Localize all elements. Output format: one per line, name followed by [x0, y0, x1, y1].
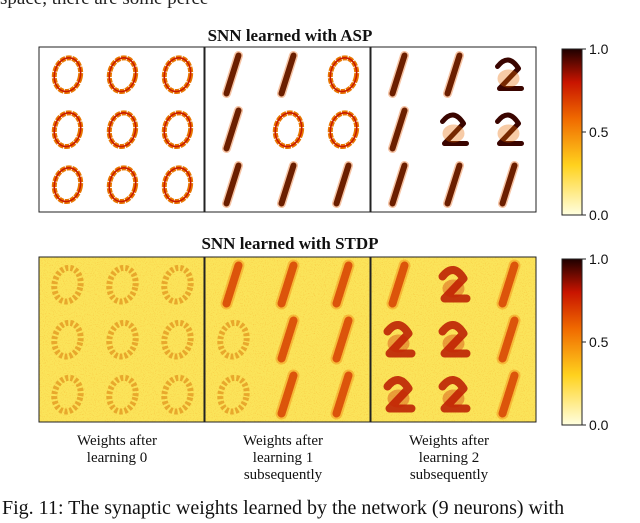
- colorbar-tick-label: 1.0: [589, 251, 609, 267]
- column-label-line: Weights after: [242, 433, 323, 449]
- asp-row-title: SNN learned with ASP: [207, 26, 373, 45]
- panel-row0-col1: [204, 46, 371, 213]
- panel-row1-col1: [204, 256, 371, 423]
- colorbar-tick-label: 0.0: [589, 207, 609, 223]
- colorbar-tick-label: 0.5: [589, 334, 609, 350]
- panel-row0-col0: [38, 46, 205, 213]
- column-label-learning-1: Weights after learning 1 subsequently: [203, 433, 363, 484]
- column-label-line: subsequently: [409, 467, 489, 483]
- column-label-line: Weights after: [76, 433, 157, 449]
- colorbar-tick-label: 0.0: [589, 417, 609, 433]
- colorbar-tick-label: 0.5: [589, 124, 609, 140]
- column-label-learning-0: Weights after learning 0: [37, 433, 197, 467]
- colorbar-tick-label: 1.0: [589, 41, 609, 57]
- column-label-line: Weights after: [408, 433, 489, 449]
- column-label-learning-2: Weights after learning 2 subsequently: [369, 433, 529, 484]
- column-label-line: learning 0: [86, 450, 148, 466]
- colorbar-0: 1.0 0.5 0.0: [561, 41, 609, 223]
- colorbar-1: 1.0 0.5 0.0: [561, 251, 609, 433]
- stdp-row-title: SNN learned with STDP: [201, 234, 379, 253]
- preceding-text-fragment: space, there are some perce: [0, 0, 208, 10]
- column-label-line: learning 1: [252, 450, 314, 466]
- panel-row0-col2: [370, 46, 537, 213]
- figure-caption: Fig. 11: The synaptic weights learned by…: [2, 497, 565, 519]
- panel-row1-col0: [38, 256, 205, 423]
- panel-row1-col2: [370, 256, 537, 423]
- column-label-line: learning 2: [418, 450, 480, 466]
- column-label-line: subsequently: [243, 467, 323, 483]
